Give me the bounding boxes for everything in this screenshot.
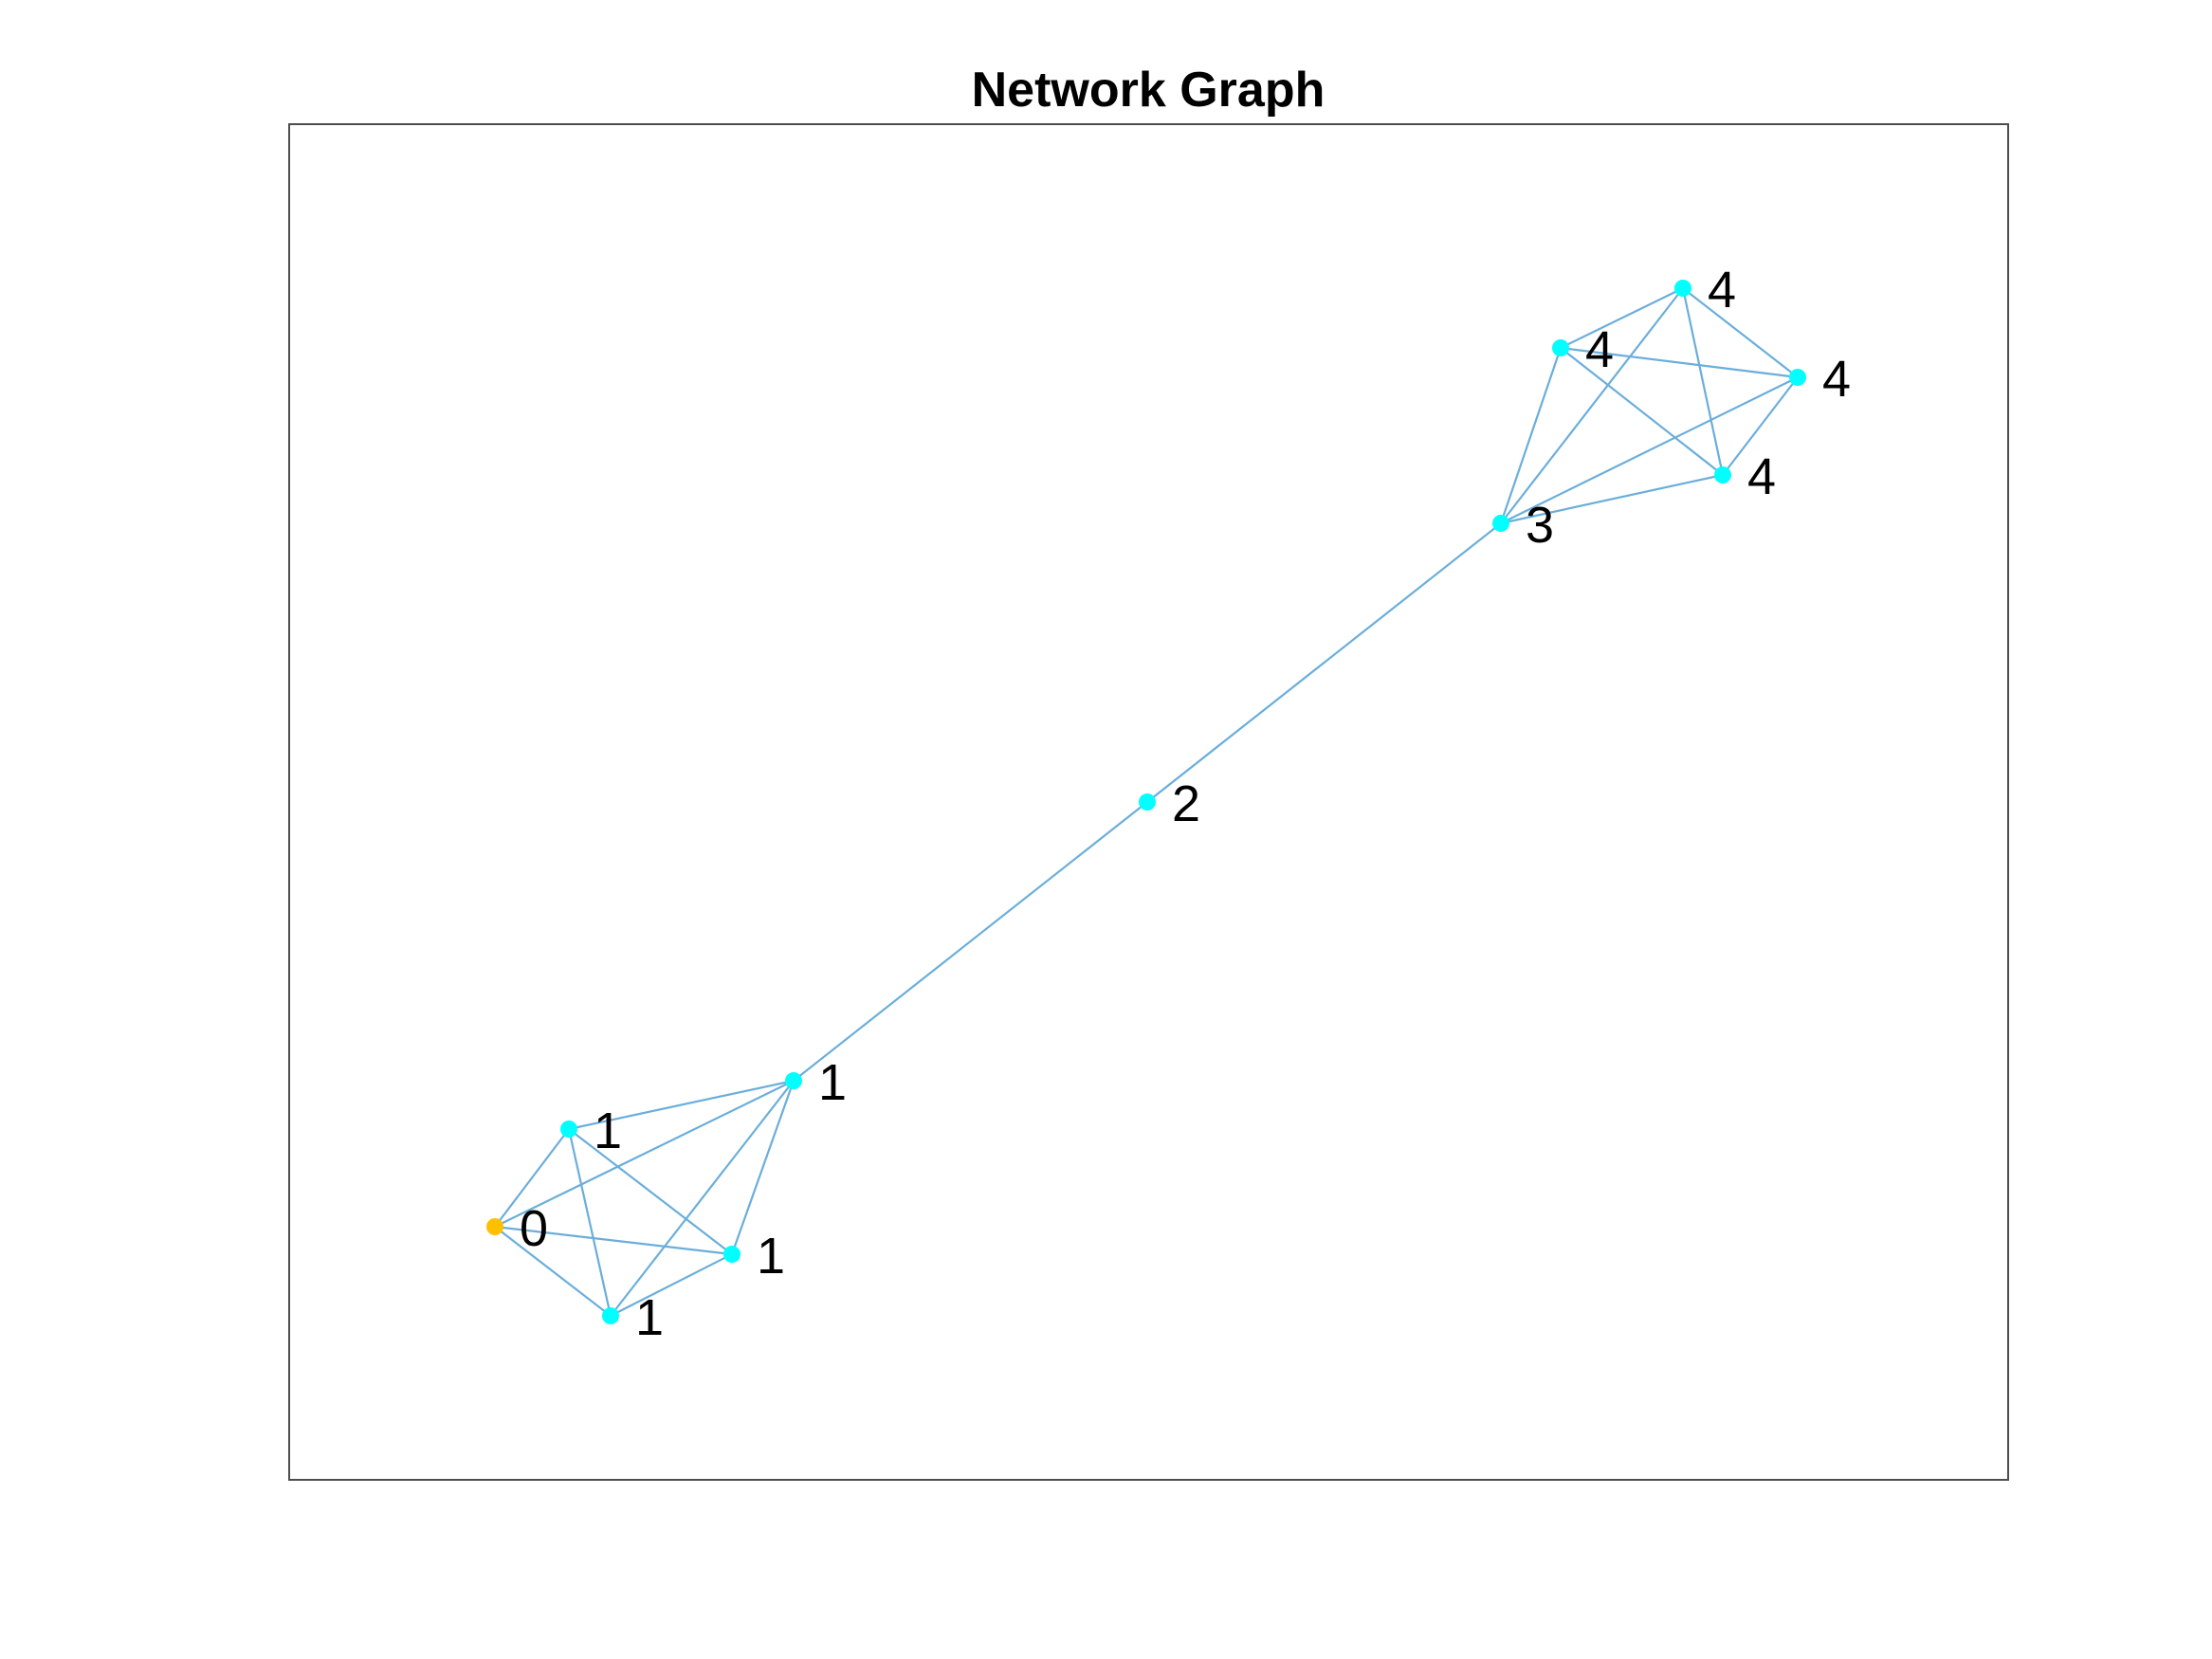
graph-edge <box>494 1128 570 1228</box>
nodes-layer <box>486 280 1806 1324</box>
graph-node <box>1674 280 1691 297</box>
graph-edge <box>1560 346 1799 379</box>
graph-edge <box>1146 522 1502 803</box>
node-label: 0 <box>520 1200 548 1257</box>
graph-edge <box>730 1080 795 1255</box>
graph-edge <box>1560 287 1684 349</box>
graph-edge <box>1500 287 1684 524</box>
graph-node <box>1789 369 1806 386</box>
graph-node-highlighted <box>486 1218 503 1235</box>
graph-edge <box>494 1080 795 1228</box>
graph-node <box>723 1246 740 1263</box>
graph-node <box>785 1072 802 1089</box>
node-label: 4 <box>1585 321 1614 378</box>
node-label: 4 <box>1747 448 1776 505</box>
graph-edge <box>568 1079 795 1131</box>
graph-edge <box>610 1080 795 1317</box>
graph-node <box>1492 515 1509 532</box>
graph-edge <box>793 801 1148 1082</box>
graph-edge <box>610 1253 733 1317</box>
graph-edge <box>494 1226 612 1317</box>
node-label: 1 <box>818 1054 847 1111</box>
node-label: 1 <box>594 1103 622 1159</box>
graph-edge <box>568 1128 733 1255</box>
node-label: 2 <box>1172 775 1200 832</box>
graph-edge <box>1500 376 1799 524</box>
graph-node <box>1139 793 1156 811</box>
graph-edge <box>1681 287 1725 476</box>
graph-edge <box>1560 347 1724 476</box>
graph-edge <box>1499 347 1563 524</box>
graph-node <box>602 1307 619 1324</box>
chart-title: Network Graph <box>972 63 1325 118</box>
graph-edge <box>1682 287 1799 378</box>
node-label: 1 <box>635 1289 664 1346</box>
graph-edge <box>494 1225 733 1256</box>
graph-edge <box>1722 376 1799 476</box>
graph-node <box>560 1121 577 1138</box>
node-label: 1 <box>757 1228 785 1285</box>
graph-node <box>1714 466 1731 483</box>
node-label: 3 <box>1526 497 1554 554</box>
node-label: 4 <box>1822 351 1851 408</box>
edges-layer <box>494 287 1799 1317</box>
axes-box <box>288 123 2009 1481</box>
graph-edge <box>1500 473 1724 525</box>
graph-node <box>1552 339 1569 356</box>
graph-edge <box>567 1128 612 1317</box>
node-label: 4 <box>1708 262 1736 319</box>
